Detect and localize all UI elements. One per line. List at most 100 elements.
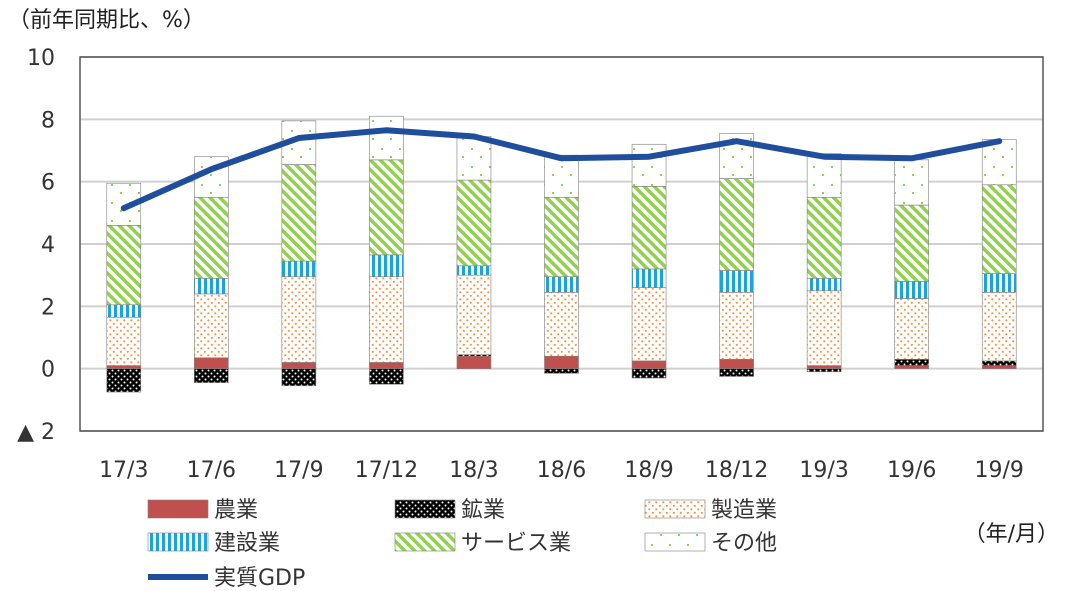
legend-swatch-mfg xyxy=(644,499,706,519)
bar-constr xyxy=(806,277,842,292)
legend-swatch-constr xyxy=(147,532,209,552)
bar-service xyxy=(106,225,142,306)
bar-constr xyxy=(281,260,317,278)
bar-mining xyxy=(369,368,404,385)
bar-other xyxy=(544,154,579,198)
bar-agri xyxy=(281,362,317,369)
bar-mining xyxy=(894,359,929,366)
bar-service xyxy=(369,159,404,256)
x-tick-label: 18/6 xyxy=(537,458,586,483)
legend-swatch-mining xyxy=(394,499,456,519)
bar-other xyxy=(894,159,929,206)
bar-agri xyxy=(106,365,142,369)
bar-service xyxy=(894,204,929,282)
legend-label-mining: 鉱業 xyxy=(461,498,505,523)
y-tick-label: 2 xyxy=(41,295,55,320)
bar-constr xyxy=(194,277,229,295)
bar-mining xyxy=(106,368,142,393)
legend-label-mfg: 製造業 xyxy=(711,498,777,523)
bar-mfg xyxy=(631,287,667,362)
bar-other xyxy=(631,143,667,187)
bar-constr xyxy=(106,304,142,318)
bar-agri xyxy=(806,365,842,369)
bar-mining xyxy=(631,368,667,379)
line-layer xyxy=(120,127,1003,212)
legend-swatch-agri xyxy=(147,499,209,519)
bar-mining xyxy=(194,368,229,383)
bar-constr xyxy=(369,254,404,278)
legend-label-service: サービス業 xyxy=(461,531,571,556)
bar-mfg xyxy=(281,276,317,363)
bar-mfg xyxy=(369,276,404,363)
bar-mining xyxy=(981,360,1017,366)
bar-constr xyxy=(894,281,929,299)
bar-service xyxy=(806,196,842,279)
bar-constr xyxy=(456,265,492,276)
bar-mfg xyxy=(806,290,842,366)
x-tick-label: 17/3 xyxy=(99,458,148,483)
bar-mfg xyxy=(981,292,1017,362)
legend-swatch-service xyxy=(394,532,456,552)
y-tick-label: ▲ 2 xyxy=(17,420,55,445)
legend-label-other: その他 xyxy=(711,531,777,556)
x-tick-label: 18/3 xyxy=(449,458,498,483)
y-tick-label: 4 xyxy=(41,233,55,258)
x-tick-label: 19/3 xyxy=(799,458,848,483)
bar-service xyxy=(719,178,754,271)
x-tick-label: 17/9 xyxy=(274,458,323,483)
bar-mining xyxy=(806,368,842,373)
bar-constr xyxy=(544,276,579,293)
bar-service xyxy=(456,179,492,267)
x-tick-label: 17/12 xyxy=(355,458,418,483)
bar-mfg xyxy=(719,292,754,360)
bar-other xyxy=(106,182,142,226)
bar-mfg xyxy=(194,293,229,359)
bar-constr xyxy=(719,270,754,293)
y-tick-label: 0 xyxy=(41,358,55,383)
x-tick-label: 18/9 xyxy=(624,458,673,483)
bar-other xyxy=(981,139,1017,186)
x-tick-label: 19/6 xyxy=(887,458,936,483)
bar-service xyxy=(981,184,1017,274)
bar-constr xyxy=(981,273,1017,293)
bar-constr xyxy=(631,268,667,288)
x-tick-label: 19/9 xyxy=(975,458,1024,483)
legend-label-gdp: 実質GDP xyxy=(214,566,305,591)
bar-agri xyxy=(981,365,1017,369)
legend-label-agri: 農業 xyxy=(214,498,258,523)
legend-label-constr: 建設業 xyxy=(214,531,280,556)
plot-frame xyxy=(79,56,1044,432)
bar-agri xyxy=(631,360,667,369)
bar-mining xyxy=(281,368,317,387)
x-tick-label: 18/12 xyxy=(705,458,768,483)
x-axis-unit-label: （年/月） xyxy=(963,522,1059,547)
bar-mining xyxy=(544,368,579,374)
bar-agri xyxy=(719,359,754,369)
bar-mfg xyxy=(106,316,142,366)
bar-service xyxy=(281,164,317,262)
bar-mfg xyxy=(544,292,579,357)
x-tick-label: 17/6 xyxy=(187,458,236,483)
bar-service xyxy=(631,186,667,270)
axis-layer: 10 8 6 4 2 0 ▲ 2 17/3 17/6 17/9 17/12 18/3 18/6 18/9 1… xyxy=(17,46,1044,483)
bar-agri xyxy=(369,362,404,369)
bar-service xyxy=(544,196,579,278)
bar-agri xyxy=(456,355,492,369)
bar-layer xyxy=(106,115,1017,393)
y-tick-label: 8 xyxy=(41,108,55,133)
legend-swatch-other xyxy=(644,532,706,552)
bar-other xyxy=(369,115,404,161)
bar-agri xyxy=(544,355,579,369)
bar-mfg xyxy=(894,298,929,360)
bar-other xyxy=(806,153,842,198)
bar-other xyxy=(456,136,492,181)
y-axis-label: （前年同期比、%） xyxy=(8,8,205,33)
bar-agri xyxy=(894,365,929,369)
bar-mfg xyxy=(456,274,492,355)
y-tick-label: 10 xyxy=(27,46,55,71)
bar-service xyxy=(194,196,229,279)
bar-agri xyxy=(194,357,229,369)
